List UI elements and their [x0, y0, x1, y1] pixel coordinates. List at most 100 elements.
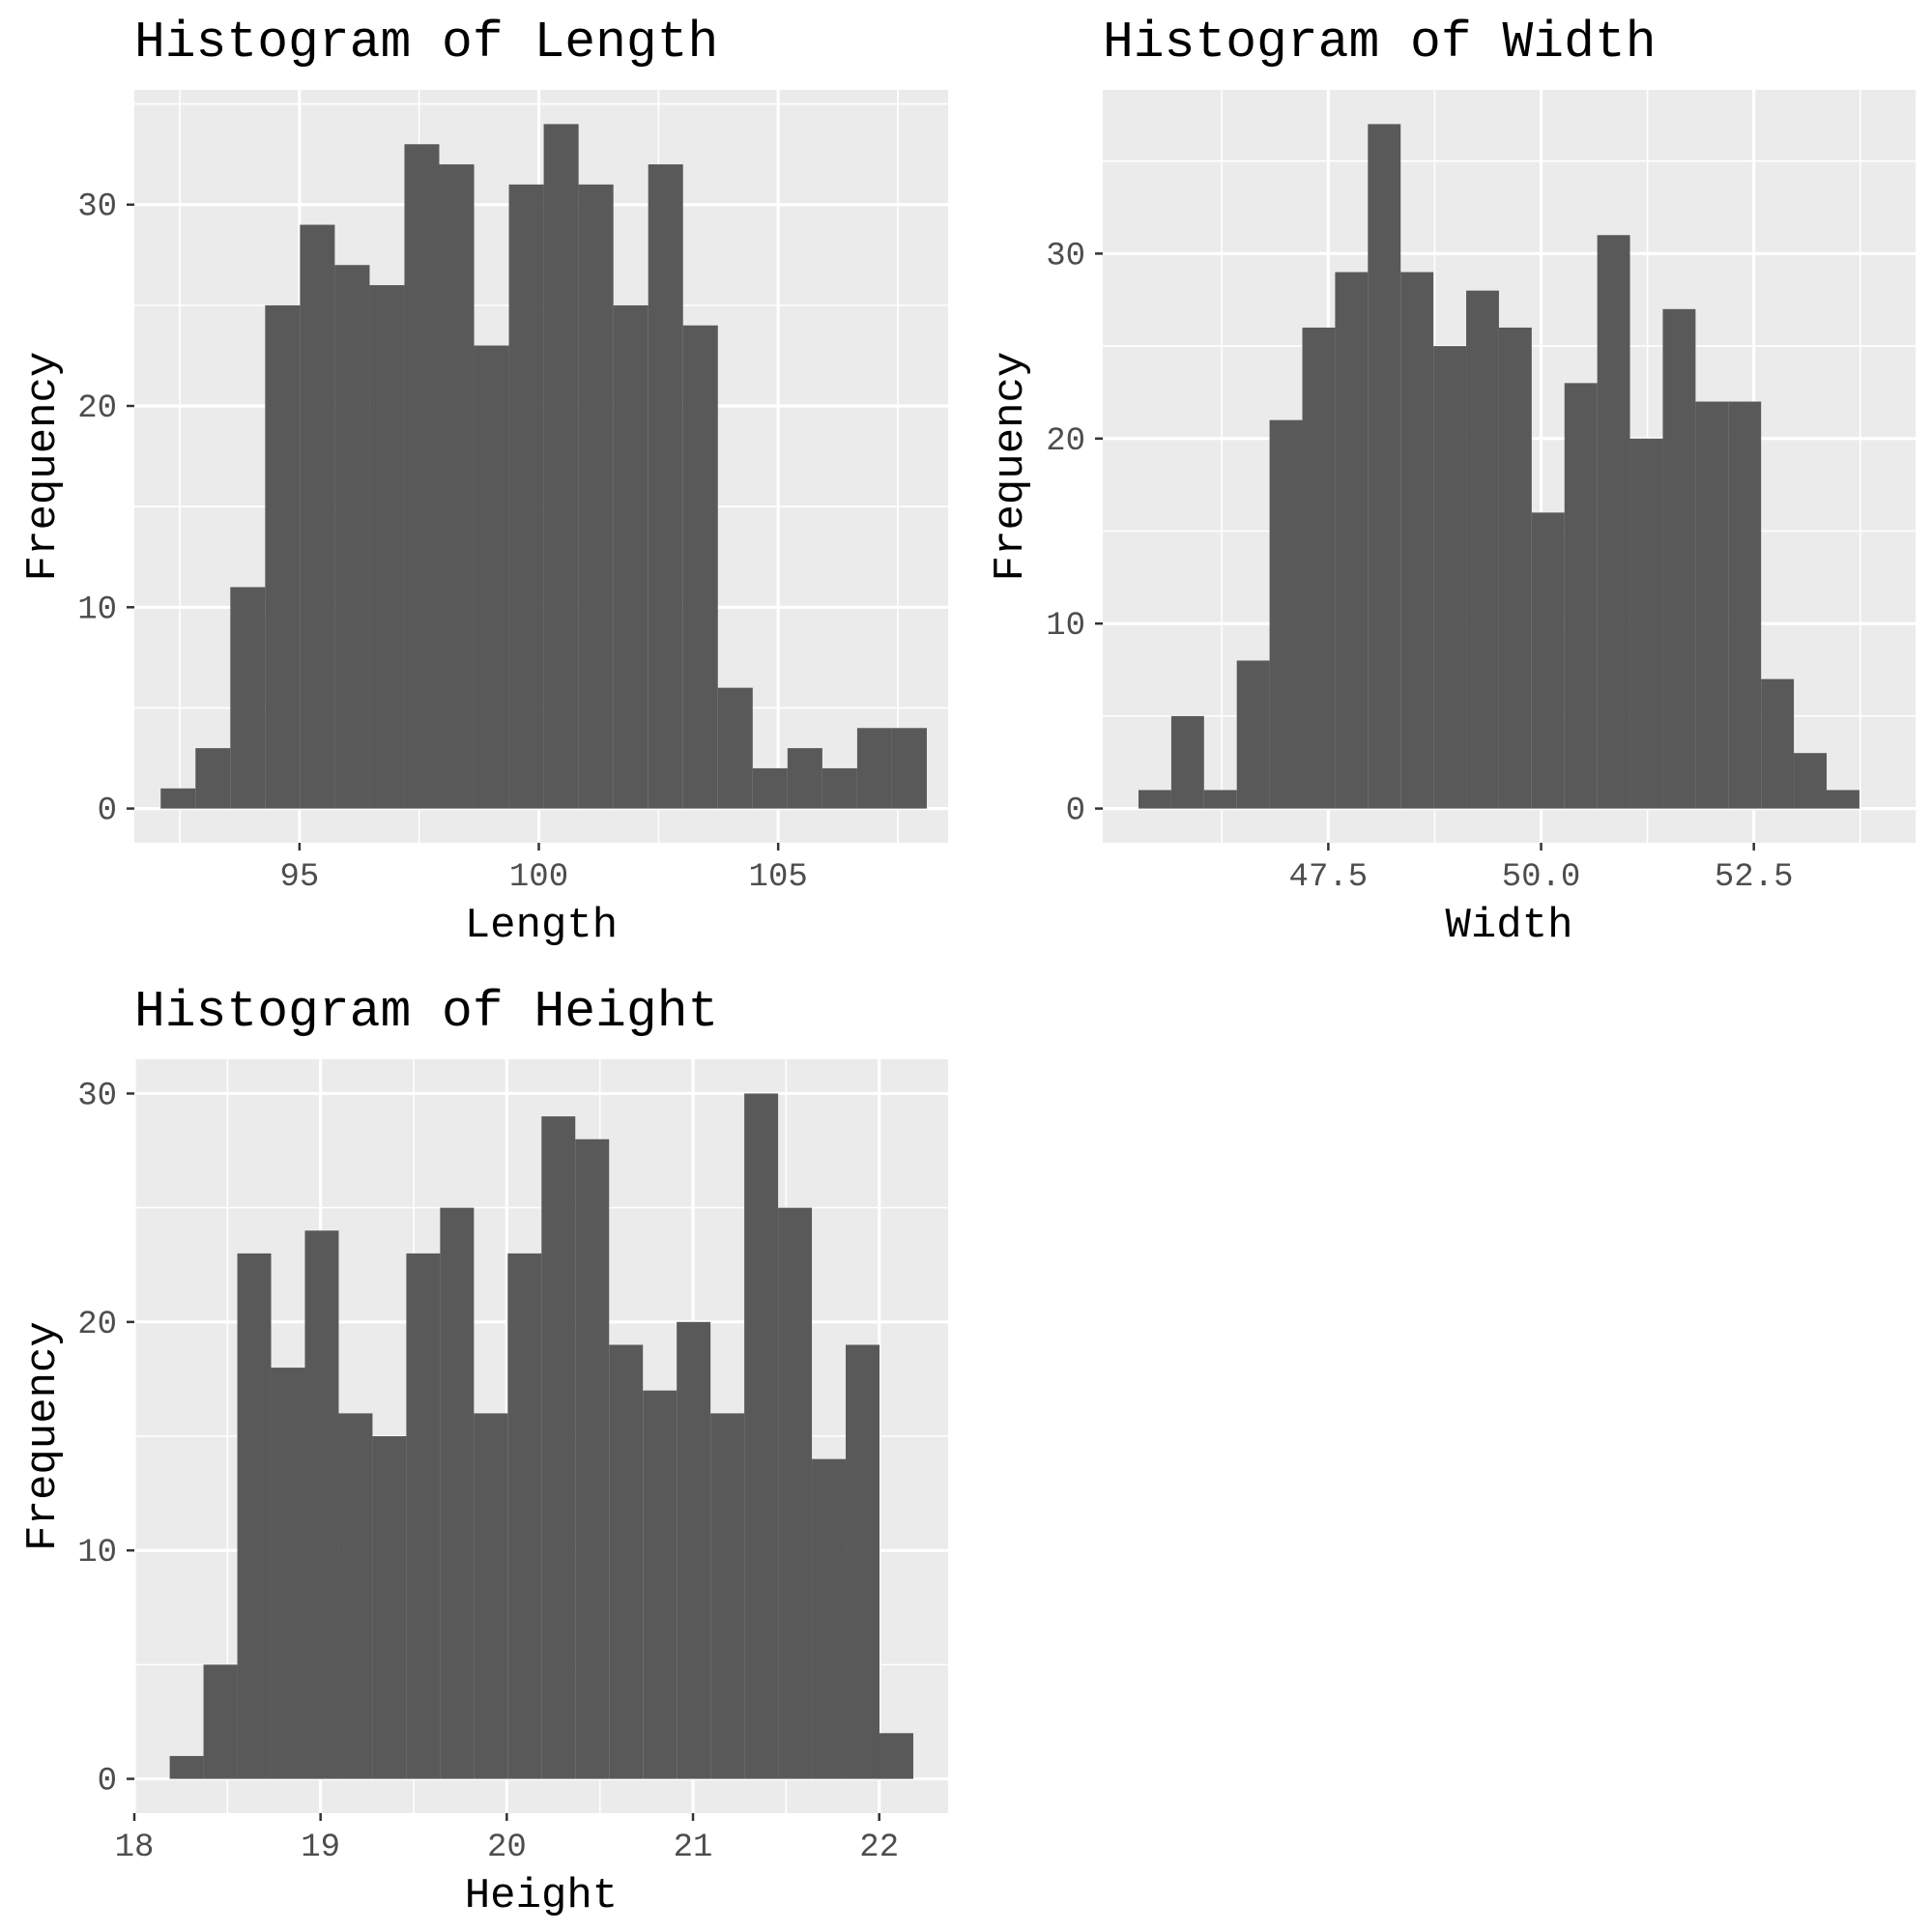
- x-tick-label: 19: [301, 1830, 340, 1866]
- x-tick-label: 22: [859, 1830, 899, 1866]
- histogram-bar: [677, 1321, 711, 1779]
- x-tick-label: 95: [279, 859, 319, 896]
- chart-title-height: Histogram of Height: [134, 983, 718, 1041]
- histogram-bar: [1531, 512, 1565, 809]
- y-axis-title-width: Frequency: [987, 352, 1035, 582]
- y-tick-label: 0: [98, 1764, 117, 1801]
- x-tick-label: 20: [487, 1830, 527, 1866]
- histogram-bar: [1138, 790, 1171, 809]
- y-axis-title-length: Frequency: [19, 352, 68, 582]
- histogram-bar: [710, 1413, 745, 1779]
- y-tick-label: 10: [1046, 608, 1085, 645]
- histogram-bar: [508, 184, 544, 809]
- histogram-bar: [372, 1436, 407, 1779]
- histogram-bar: [1761, 678, 1795, 809]
- histogram-bar: [338, 1413, 373, 1779]
- histogram-bar: [440, 1207, 475, 1779]
- histogram-bar: [609, 1344, 644, 1779]
- histogram-bar: [1826, 790, 1860, 809]
- histogram-bar: [682, 325, 718, 809]
- histogram-bar: [1695, 401, 1729, 809]
- histogram-panel-length: Histogram of Length 95 100 105 0 10 20 30 Length…: [19, 14, 948, 950]
- histogram-bar: [404, 144, 440, 809]
- histogram-bar: [507, 1253, 542, 1779]
- histogram-bar: [1433, 346, 1467, 809]
- histogram-bar: [744, 1093, 779, 1779]
- histogram-bar: [812, 1458, 847, 1779]
- histogram-bar: [1794, 753, 1827, 809]
- histogram-bar: [1466, 290, 1499, 809]
- x-tick-label: 52.5: [1715, 859, 1794, 896]
- x-tick-label: 21: [674, 1830, 713, 1866]
- histogram-bar: [1728, 401, 1762, 809]
- histogram-bar: [1335, 272, 1369, 809]
- histogram-bar: [474, 345, 509, 809]
- histogram-bar: [543, 124, 579, 809]
- histogram-bar: [891, 728, 927, 809]
- histogram-bar: [879, 1733, 913, 1779]
- histogram-bar: [778, 1207, 813, 1779]
- histogram-bar: [474, 1413, 508, 1779]
- x-tick-label: 47.5: [1289, 859, 1369, 896]
- histogram-bar: [169, 1755, 204, 1779]
- histogram-bar: [1368, 124, 1401, 809]
- histogram-bar: [578, 184, 614, 809]
- histogram-bar: [1400, 272, 1434, 809]
- x-axis-title-length: Length: [465, 902, 618, 950]
- x-tick-label: 18: [115, 1830, 155, 1866]
- y-tick-label: 0: [98, 793, 117, 830]
- histogram-bar: [1236, 660, 1270, 809]
- x-axis-title-width: Width: [1445, 902, 1572, 950]
- histogram-bar: [406, 1253, 441, 1779]
- histogram-bar: [717, 687, 753, 809]
- histogram-bar: [203, 1664, 238, 1779]
- chart-title-length: Histogram of Length: [134, 14, 718, 72]
- histogram-bar: [752, 767, 788, 809]
- x-tick-label: 100: [509, 859, 568, 896]
- y-tick-label: 10: [77, 1535, 117, 1572]
- histogram-bar: [439, 164, 475, 809]
- histogram-bar: [300, 224, 335, 809]
- histogram-bar: [1170, 715, 1204, 809]
- x-axis-title-height: Height: [465, 1872, 618, 1920]
- histogram-bar: [1564, 383, 1598, 809]
- histogram-bar: [304, 1230, 339, 1779]
- histogram-bar: [237, 1253, 272, 1779]
- histogram-bar: [1597, 235, 1630, 809]
- histogram-bar: [160, 788, 196, 809]
- histogram-bar: [1498, 327, 1532, 809]
- histogram-bar: [1269, 419, 1303, 809]
- x-tick-label: 105: [749, 859, 808, 896]
- y-tick-label: 20: [77, 1307, 117, 1343]
- histogram-bar: [541, 1116, 576, 1779]
- histogram-panel-height: Histogram of Height 18 19 20 21 22 0 10 20 30 Heig…: [19, 983, 948, 1920]
- histogram-bar: [195, 748, 231, 809]
- x-tick-label: 50.0: [1502, 859, 1581, 896]
- histogram-bar: [575, 1139, 610, 1779]
- y-tick-label: 30: [77, 189, 117, 226]
- histogram-bar: [643, 1390, 678, 1779]
- y-tick-label: 20: [1046, 423, 1085, 460]
- y-tick-label: 0: [1066, 793, 1085, 830]
- histogram-bar: [1662, 308, 1696, 809]
- histogram-bar: [648, 164, 683, 809]
- histogram-bar: [1302, 327, 1336, 809]
- y-axis-title-height: Frequency: [19, 1321, 68, 1551]
- y-tick-label: 10: [77, 591, 117, 628]
- histogram-bar: [1629, 438, 1663, 809]
- histogram-panel-width: Histogram of Width 47.5 50.0 52.5 0 10 20 30 Wid…: [987, 14, 1916, 950]
- histogram-bar: [1203, 790, 1237, 809]
- histogram-bar: [271, 1368, 305, 1779]
- chart-title-width: Histogram of Width: [1103, 14, 1657, 72]
- histogram-bar: [822, 767, 857, 809]
- histogram-bar: [856, 728, 892, 809]
- histogram-bar: [334, 265, 370, 809]
- histogram-bar: [230, 587, 266, 809]
- histogram-bar: [846, 1344, 879, 1779]
- y-tick-label: 30: [1046, 238, 1085, 274]
- histogram-bar: [787, 748, 822, 809]
- histogram-bar: [613, 304, 649, 809]
- y-tick-label: 20: [77, 390, 117, 427]
- histogram-bar: [265, 304, 301, 809]
